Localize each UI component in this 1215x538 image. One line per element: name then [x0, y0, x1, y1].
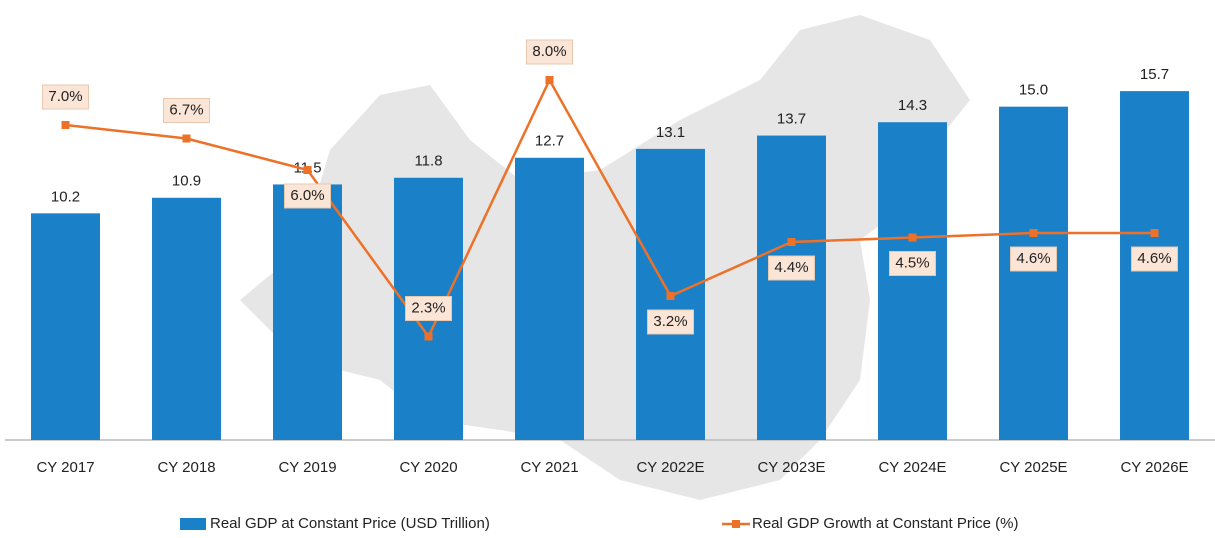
data-label-box: [526, 39, 573, 65]
line-marker: [1029, 229, 1038, 237]
bar: [273, 184, 342, 440]
x-tick-label: CY 2024E: [878, 459, 946, 476]
data-label-box: [163, 98, 210, 123]
line-value-label: 4.5%: [895, 254, 929, 271]
line-marker: [424, 332, 433, 341]
line-value-label: 6.7%: [169, 101, 203, 118]
line-marker: [787, 238, 796, 246]
line-marker: [182, 134, 191, 143]
x-tick-label: CY 2021: [520, 459, 578, 476]
bar: [999, 106, 1068, 441]
line-marker: [908, 233, 917, 242]
line-value-label: 2.3%: [411, 299, 445, 316]
bar-value-label: 12.7: [535, 133, 564, 150]
data-label-box: [405, 296, 452, 321]
bar-value-label: 11.8: [414, 153, 442, 170]
bar-value-label: 15.0: [1019, 82, 1048, 99]
bar: [152, 197, 221, 440]
legend-swatch-marker: [732, 520, 740, 528]
data-label-box: [1010, 246, 1057, 272]
bar-value-label: 14.3: [898, 97, 927, 114]
line-value-label: 6.0%: [290, 187, 324, 204]
legend-label: Real GDP at Constant Price (USD Trillion…: [210, 515, 490, 532]
data-label-box: [889, 251, 936, 276]
bar-value-label: 10.9: [172, 173, 201, 190]
legend-label: Real GDP Growth at Constant Price (%): [752, 515, 1018, 532]
line-value-label: 8.0%: [532, 43, 566, 60]
bar: [757, 135, 826, 441]
legend-swatch: [180, 518, 206, 530]
x-tick-label: CY 2019: [278, 459, 336, 476]
line-marker: [666, 292, 675, 300]
data-label-box: [1131, 246, 1178, 272]
legend: Real GDP at Constant Price (USD Trillion…: [180, 515, 1018, 532]
line-value-label: 3.2%: [653, 313, 687, 330]
data-label-box: [647, 309, 694, 335]
x-tick-label: CY 2026E: [1120, 459, 1188, 476]
data-label-box: [42, 84, 89, 110]
data-label-box: [768, 255, 815, 281]
x-tick-label: CY 2018: [157, 459, 215, 476]
bar-value-label: 13.7: [777, 111, 806, 128]
bar-value-label: 15.7: [1140, 66, 1169, 83]
x-tick-label: CY 2017: [36, 459, 94, 476]
background-map: [240, 15, 970, 500]
line-marker: [61, 121, 70, 129]
line-marker: [303, 166, 312, 174]
data-label-box: [284, 183, 331, 209]
x-tick-label: CY 2023E: [757, 459, 825, 476]
line-value-label: 4.6%: [1137, 250, 1171, 267]
line-value-label: 7.0%: [48, 88, 82, 105]
bar-value-label: 10.2: [51, 188, 80, 205]
bar: [515, 157, 584, 440]
line-value-label: 4.6%: [1016, 250, 1050, 267]
bar: [31, 213, 100, 440]
line-value-label: 4.4%: [774, 259, 808, 276]
bar: [878, 122, 947, 440]
bar-value-label: 13.1: [656, 124, 685, 141]
x-tick-label: CY 2025E: [999, 459, 1067, 476]
x-tick-label: CY 2020: [399, 459, 457, 476]
line-marker: [545, 76, 554, 84]
line-marker: [1150, 229, 1159, 237]
x-tick-label: CY 2022E: [636, 459, 704, 476]
line: [65, 77, 1155, 339]
